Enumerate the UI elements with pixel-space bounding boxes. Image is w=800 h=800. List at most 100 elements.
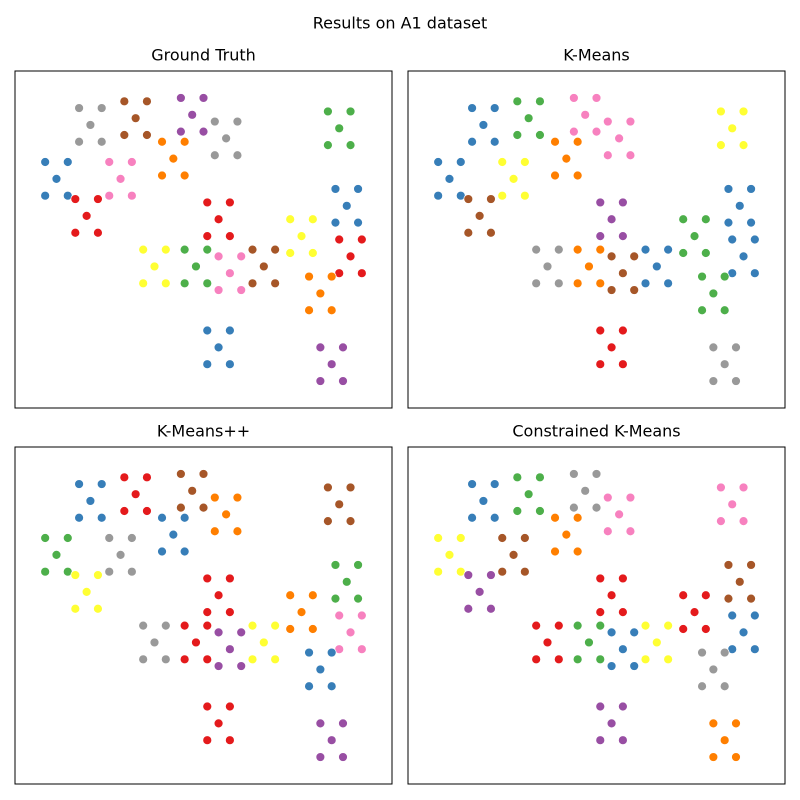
point: [323, 140, 333, 151]
point: [96, 136, 107, 147]
point: [179, 136, 190, 147]
point: [716, 106, 726, 117]
point: [584, 261, 594, 272]
point: [606, 590, 617, 601]
point: [700, 214, 711, 225]
point: [307, 248, 318, 258]
point: [542, 637, 553, 648]
point: [307, 590, 318, 601]
point: [486, 603, 496, 614]
point: [602, 526, 613, 537]
point: [345, 482, 356, 493]
point: [535, 506, 545, 516]
point: [202, 244, 213, 255]
point: [160, 620, 171, 631]
point: [74, 103, 84, 113]
point: [232, 492, 243, 503]
panel-title: Constrained K-Means: [512, 422, 680, 441]
point: [209, 116, 220, 127]
point: [678, 590, 689, 601]
point: [198, 93, 209, 103]
point: [119, 130, 130, 140]
point: [719, 359, 730, 370]
point: [478, 496, 489, 506]
point: [568, 502, 579, 513]
point: [224, 701, 235, 712]
point: [512, 96, 523, 107]
point: [606, 661, 617, 671]
point: [738, 106, 749, 117]
point: [595, 735, 606, 746]
point: [330, 184, 341, 194]
point: [202, 654, 213, 665]
point: [247, 620, 258, 631]
point: [572, 244, 583, 255]
point: [727, 123, 738, 134]
point: [104, 533, 115, 543]
point: [168, 529, 179, 540]
point: [157, 170, 167, 181]
point: [550, 512, 560, 523]
point: [326, 647, 337, 658]
point: [512, 506, 523, 516]
point: [572, 654, 583, 665]
point: [572, 620, 583, 631]
point: [96, 479, 107, 489]
point: [341, 200, 352, 211]
point: [708, 752, 719, 762]
point: [455, 157, 466, 167]
point: [160, 244, 171, 255]
point: [160, 278, 171, 289]
point: [74, 512, 84, 523]
point: [651, 637, 662, 648]
point: [326, 271, 337, 282]
point: [315, 718, 326, 729]
point: [463, 194, 474, 204]
point: [663, 244, 674, 255]
point: [285, 248, 296, 258]
point: [606, 251, 617, 262]
point: [606, 627, 617, 638]
point: [157, 512, 167, 523]
panel-frame: [407, 446, 786, 785]
point: [625, 150, 636, 161]
point: [191, 261, 201, 272]
point: [209, 492, 220, 503]
point: [595, 620, 606, 631]
point: [96, 103, 107, 113]
point: [591, 502, 602, 513]
point: [74, 479, 84, 489]
point: [542, 261, 553, 272]
point: [433, 566, 444, 577]
point: [334, 234, 345, 245]
point: [315, 752, 326, 762]
point: [224, 325, 235, 336]
point: [126, 190, 137, 201]
point: [467, 136, 477, 147]
point: [697, 647, 707, 658]
point: [738, 140, 749, 151]
point: [315, 664, 326, 675]
point: [224, 735, 235, 746]
point: [738, 627, 749, 638]
point: [595, 607, 606, 618]
point: [270, 278, 281, 289]
point: [149, 261, 160, 272]
point: [119, 96, 130, 107]
point: [236, 251, 247, 262]
point: [93, 603, 103, 614]
point: [572, 278, 583, 289]
point: [602, 150, 613, 161]
point: [70, 603, 81, 614]
point: [138, 620, 149, 631]
plot-area: [40, 469, 367, 762]
point: [561, 529, 572, 540]
point: [270, 620, 281, 631]
point: [224, 607, 235, 618]
point: [341, 576, 352, 587]
point: [70, 570, 81, 580]
point: [326, 735, 337, 746]
point: [81, 587, 92, 597]
point: [198, 469, 209, 479]
